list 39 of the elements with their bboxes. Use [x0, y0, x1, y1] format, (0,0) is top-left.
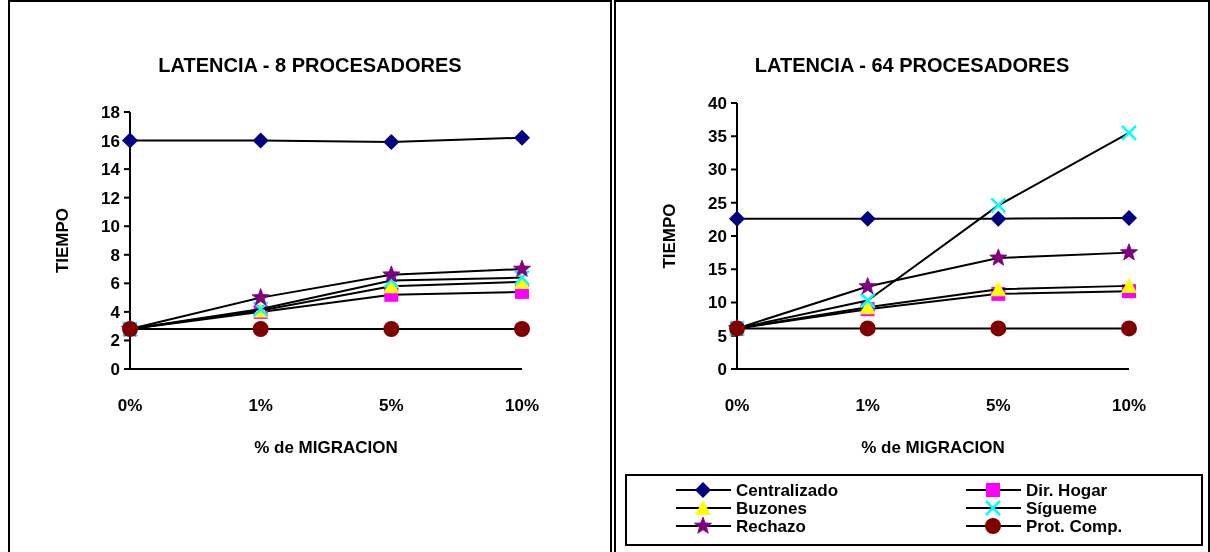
- x-axis-title: % de MIGRACION: [254, 438, 398, 457]
- y-tick-label: 0: [110, 359, 120, 379]
- y-axis-title: TIEMPO: [53, 207, 72, 274]
- legend-label: Dir. Hogar: [1026, 480, 1108, 500]
- x-tick-label: 0%: [117, 396, 143, 415]
- y-tick-label: 10: [101, 217, 120, 237]
- y-tick-label: 8: [110, 245, 120, 265]
- y-tick-label: 30: [708, 160, 727, 180]
- y-tick-label: 20: [708, 226, 727, 246]
- legend-label: Sígueme: [1026, 498, 1097, 518]
- chart-title: LATENCIA - 64 PROCESADORES: [754, 54, 1070, 76]
- x-tick-label: 10%: [504, 396, 540, 415]
- y-tick-label: 10: [708, 293, 727, 313]
- y-tick-label: 18: [101, 102, 120, 122]
- y-tick-label: 6: [110, 274, 120, 294]
- y-tick-label: 15: [708, 260, 727, 280]
- x-tick-label: 0%: [724, 396, 750, 415]
- y-axis-title: TIEMPO: [660, 203, 679, 269]
- x-tick-label: 1%: [248, 396, 273, 415]
- x-tick-label: 1%: [855, 396, 880, 415]
- chart-title: LATENCIA - 8 PROCESADORES: [158, 54, 462, 76]
- y-tick-label: 4: [110, 302, 121, 322]
- x-axis-title: % de MIGRACION: [861, 438, 1005, 457]
- y-tick-label: 0: [717, 359, 727, 379]
- y-tick-label: 16: [101, 131, 120, 151]
- y-tick-label: 14: [101, 160, 121, 180]
- legend-label: Centralizado: [736, 480, 839, 500]
- y-tick-label: 2: [110, 331, 120, 351]
- y-tick-label: 40: [708, 93, 727, 113]
- y-tick-label: 25: [708, 193, 727, 213]
- x-tick-label: 5%: [379, 396, 404, 415]
- legend-label: Buzones: [736, 498, 807, 518]
- legend-label: Prot. Comp.: [1026, 516, 1123, 536]
- legend-label: Rechazo: [736, 516, 806, 536]
- y-tick-label: 12: [101, 188, 120, 208]
- x-tick-label: 5%: [986, 396, 1011, 415]
- y-tick-label: 35: [708, 127, 727, 147]
- x-tick-label: 10%: [1111, 396, 1147, 415]
- y-tick-label: 5: [717, 326, 727, 346]
